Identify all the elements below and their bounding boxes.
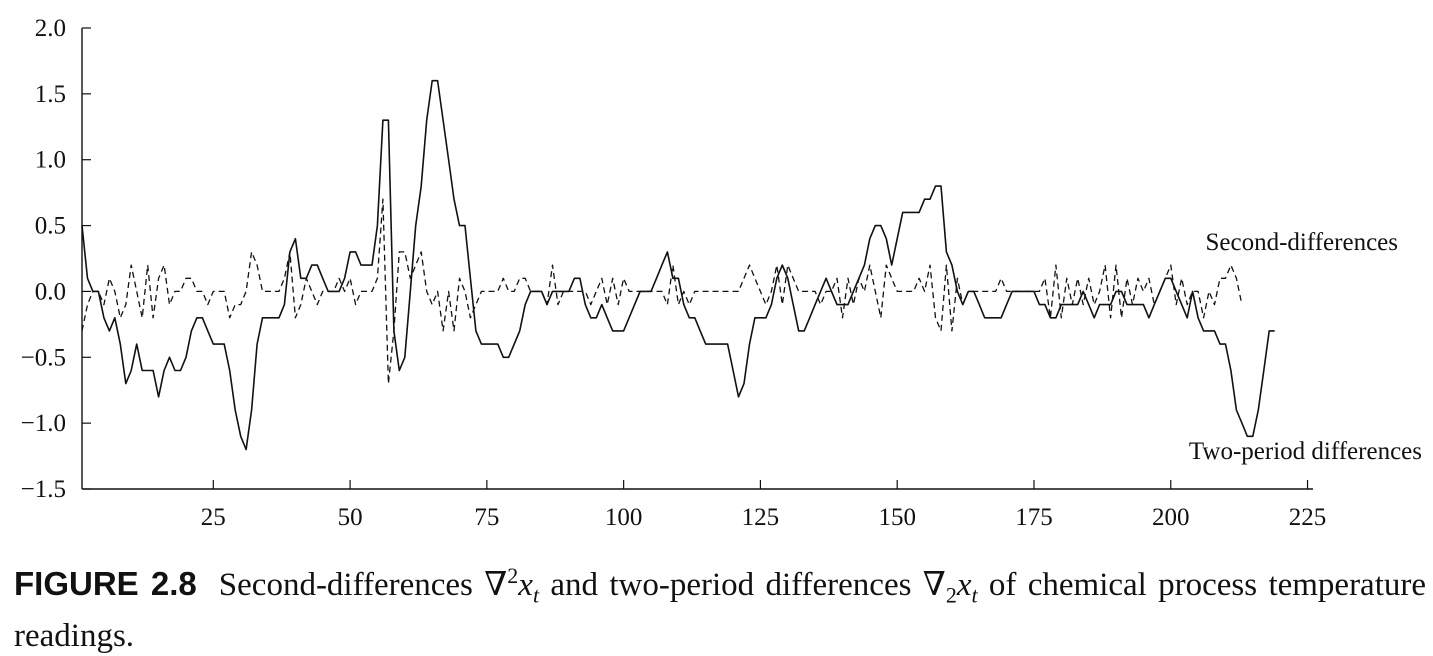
second-differences-annotation: Second-differences bbox=[1205, 229, 1398, 256]
y-tick-label: 0.0 bbox=[35, 278, 66, 305]
caption-text-2: and two-period differences ∇ bbox=[539, 567, 946, 603]
y-tick-label: −0.5 bbox=[21, 344, 66, 371]
x-tick-label: 75 bbox=[474, 504, 499, 531]
x-tick-label: 50 bbox=[338, 504, 363, 531]
x-tick-label: 100 bbox=[605, 504, 643, 531]
y-tick-label: 1.0 bbox=[35, 147, 66, 174]
y-axis: 2.0 1.5 1.0 0.5 0.0 −0.5 −1.0 −1.5 bbox=[21, 15, 91, 503]
two-period-differences-line bbox=[81, 79, 1275, 451]
caption-sub-1: t bbox=[532, 582, 540, 608]
caption-var-1: x bbox=[518, 567, 533, 603]
caption-sup-1: 2 bbox=[507, 563, 519, 588]
x-tick-label: 200 bbox=[1152, 504, 1190, 531]
caption-sub-3: t bbox=[971, 582, 978, 608]
y-tick-label: 2.0 bbox=[35, 15, 66, 42]
line-chart: 2.0 1.5 1.0 0.5 0.0 −0.5 −1.0 −1.5 25 50 75 100 125… bbox=[21, 15, 1422, 531]
caption-var-2: x bbox=[956, 567, 972, 603]
caption-text-3: of chemical process temperature readings… bbox=[14, 567, 1427, 654]
x-axis: 25 50 75 100 125 150 175 200 225 bbox=[82, 480, 1326, 531]
y-tick-label: −1.0 bbox=[21, 410, 66, 437]
y-tick-label: 0.5 bbox=[35, 213, 66, 240]
x-tick-label: 150 bbox=[878, 504, 916, 531]
x-tick-label: 175 bbox=[1015, 504, 1053, 531]
second-differences-line bbox=[81, 198, 1243, 385]
caption-sub-2: 2 bbox=[945, 582, 957, 608]
two-period-differences-annotation: Two-period differences bbox=[1189, 438, 1422, 465]
y-tick-label: 1.5 bbox=[35, 81, 66, 108]
caption-text-1: Second-differences ∇ bbox=[218, 567, 508, 603]
figure-caption: FIGURE 2.8 Second-differences ∇2xt and tw… bbox=[14, 556, 1426, 656]
y-tick-label: −1.5 bbox=[21, 476, 66, 503]
figure-label: FIGURE 2.8 bbox=[14, 565, 197, 602]
x-tick-label: 25 bbox=[201, 504, 226, 531]
x-tick-label: 225 bbox=[1289, 504, 1327, 531]
x-tick-label: 125 bbox=[742, 504, 780, 531]
